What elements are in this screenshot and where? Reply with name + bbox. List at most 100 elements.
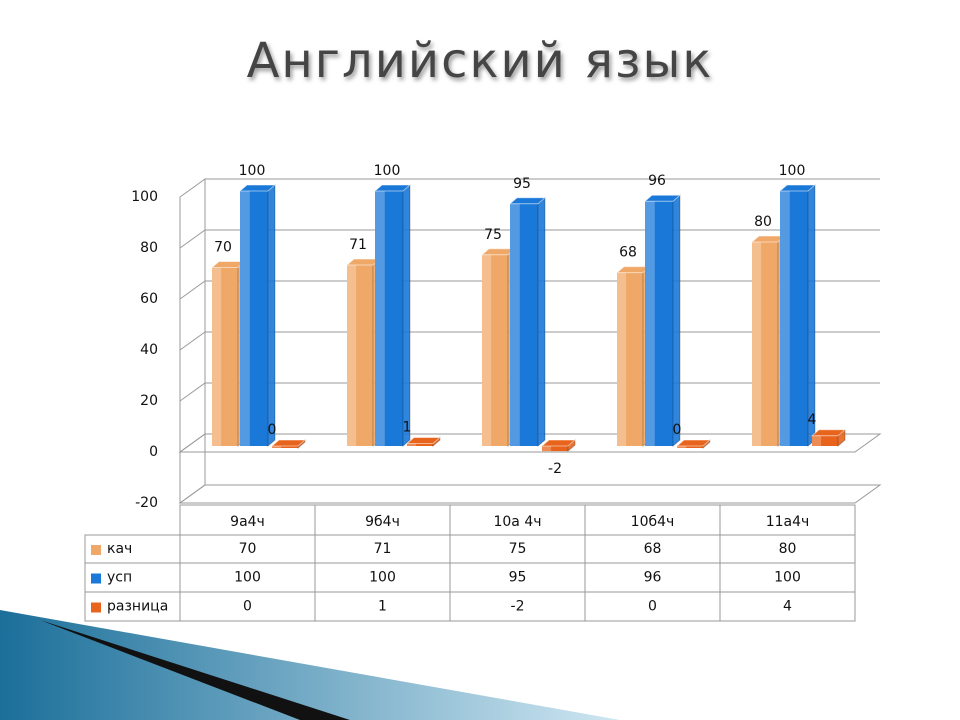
table-cell: 95 [509,570,527,586]
bar-side [672,194,681,448]
bar-front [347,264,373,446]
table-cell: -2 [511,599,525,615]
table-cell: 4 [783,599,792,615]
bar-shade [482,254,492,446]
bar-top [540,439,577,447]
bar [643,194,682,448]
y-tick-label: 0 [149,444,158,460]
x-tick-label: 9б4ч [365,514,400,530]
bar [508,196,547,448]
y-tick-label: 20 [140,393,158,409]
bar-shade [212,267,222,446]
legend-label: кач [107,541,132,557]
bar [778,183,817,448]
bar-shade [542,446,552,452]
y-tick-label: 60 [140,291,158,307]
table-cell: 71 [374,541,392,557]
bar [238,183,277,448]
table-cell: 68 [644,541,662,557]
bar-front [482,254,508,446]
table-cell: 80 [779,541,797,557]
bar-front [752,242,778,446]
table-cell: 1 [378,599,387,615]
floor [178,433,882,453]
data-label: 0 [673,422,682,438]
legend-label: разница [107,599,168,615]
y-tick-label: 40 [140,342,158,358]
bar-shade [407,443,417,446]
data-label: 1 [403,419,412,435]
bar [810,428,847,448]
bar-front [780,191,808,446]
legend-label: усп [107,570,132,586]
x-tick-label: 9а4ч [230,514,265,530]
table-cell: 70 [239,541,257,557]
bar-side [807,183,816,448]
bar-front [617,272,643,446]
data-label: -2 [548,461,562,477]
decor-swoosh [0,610,620,720]
table-cell: 100 [369,570,396,586]
decor-stroke [40,620,350,720]
y-tick-label: 80 [140,240,158,256]
bar-top [373,184,412,192]
x-tick-label: 10а 4ч [493,514,541,530]
table-cell: 0 [243,599,252,615]
legend-swatch [91,545,101,555]
data-label: 70 [214,240,232,256]
y-tick-label: 100 [131,189,158,205]
bar-top [810,429,847,437]
data-label: 75 [484,227,502,243]
legend-swatch [91,573,101,584]
floor-bottom [178,484,882,504]
bar-shade [375,191,385,446]
bar-top [675,439,712,447]
bar-front [212,267,238,446]
bar [373,183,412,448]
bar-shade [240,191,250,446]
bar-top [270,439,307,447]
bar-front [677,446,703,448]
data-label: 95 [513,176,531,192]
bar-front [375,191,403,446]
data-label: 100 [239,163,266,179]
table-cell: 0 [648,599,657,615]
legend-swatch [91,602,101,613]
data-label: 80 [754,214,772,230]
y-tick-label: -20 [135,495,158,511]
data-label: 96 [648,173,666,189]
table-cell: 96 [644,570,662,586]
data-label: 68 [619,245,637,261]
x-tick-label: 10б4ч [631,514,675,530]
bar-shade [617,272,627,446]
bar-shade [347,264,357,446]
bar-top [778,184,817,192]
bar-shade [645,201,655,446]
bar-side [267,183,276,448]
data-label: 4 [808,412,817,428]
chart-title: Английский язык [247,33,714,89]
bar-side [537,196,546,448]
bar [540,438,577,453]
bar-shade [812,435,822,446]
bar-top [238,184,277,192]
bar-front [542,446,568,452]
bar-front [272,446,298,448]
bar-front [510,203,538,446]
bar-front [812,435,838,446]
data-label: 0 [268,422,277,438]
bar [675,438,712,450]
bar-shade [780,191,790,446]
bar-shade [272,446,282,448]
table-cell: 100 [774,570,801,586]
data-label: 71 [349,237,367,253]
bar-front [645,201,673,446]
bar-side [402,183,411,448]
data-label: 100 [779,163,806,179]
x-tick-label: 11а4ч [766,514,810,530]
bar-shade [510,203,520,446]
data-label: 100 [374,163,401,179]
bar [270,438,307,450]
